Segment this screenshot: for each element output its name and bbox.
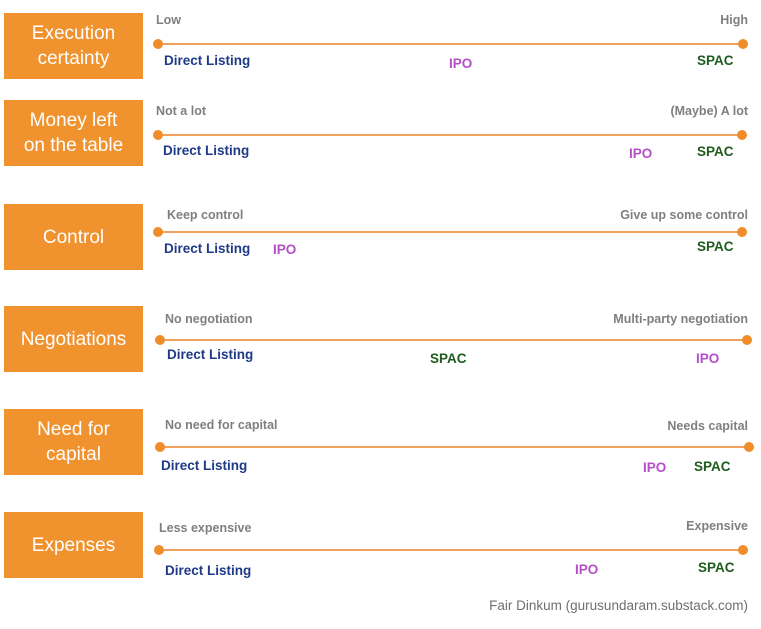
scale-end-dot bbox=[738, 39, 748, 49]
row-title-box: Expenses bbox=[4, 512, 143, 578]
ipo-marker: IPO bbox=[575, 562, 599, 577]
scale-start-dot bbox=[153, 39, 163, 49]
row-title-box: Money left on the table bbox=[4, 100, 143, 166]
spac-marker: SPAC bbox=[694, 459, 731, 474]
scale-high-label: Give up some control bbox=[620, 208, 748, 222]
direct-listing-marker: Direct Listing bbox=[164, 53, 251, 68]
scale-low-label: Keep control bbox=[167, 208, 244, 222]
scale-start-dot bbox=[153, 130, 163, 140]
scale-low-label: Less expensive bbox=[159, 521, 252, 535]
row-title-box: Execution certainty bbox=[4, 13, 143, 79]
direct-listing-marker: Direct Listing bbox=[163, 143, 250, 158]
ipo-marker: IPO bbox=[449, 56, 473, 71]
direct-listing-marker: Direct Listing bbox=[164, 241, 251, 256]
source-credit: Fair Dinkum (gurusundaram.substack.com) bbox=[489, 598, 748, 613]
scale-start-dot bbox=[153, 227, 163, 237]
row-title-box: Need for capital bbox=[4, 409, 143, 475]
scale-high-label: High bbox=[720, 13, 748, 27]
scale-end-dot bbox=[737, 130, 747, 140]
ipo-marker: IPO bbox=[273, 242, 297, 257]
row-title-box: Control bbox=[4, 204, 143, 270]
scale-end-dot bbox=[738, 545, 748, 555]
scale-end-dot bbox=[742, 335, 752, 345]
scale-line bbox=[160, 339, 747, 341]
direct-listing-marker: Direct Listing bbox=[167, 347, 254, 362]
direct-listing-marker: Direct Listing bbox=[165, 563, 252, 578]
spac-marker: SPAC bbox=[698, 560, 735, 575]
ipo-marker: IPO bbox=[629, 146, 653, 161]
scale-high-label: Needs capital bbox=[667, 419, 748, 433]
spac-marker: SPAC bbox=[430, 351, 467, 366]
scale-low-label: No negotiation bbox=[165, 312, 253, 326]
scale-low-label: No need for capital bbox=[165, 418, 278, 432]
scale-start-dot bbox=[154, 545, 164, 555]
ipo-marker: IPO bbox=[696, 351, 720, 366]
spac-marker: SPAC bbox=[697, 239, 734, 254]
scale-end-dot bbox=[737, 227, 747, 237]
spac-marker: SPAC bbox=[697, 53, 734, 68]
scale-low-label: Low bbox=[156, 13, 181, 27]
row-title-box: Negotiations bbox=[4, 306, 143, 372]
scale-end-dot bbox=[744, 442, 754, 452]
scale-line bbox=[158, 43, 743, 45]
scale-low-label: Not a lot bbox=[156, 104, 206, 118]
scale-high-label: Expensive bbox=[686, 519, 748, 533]
scale-high-label: (Maybe) A lot bbox=[670, 104, 748, 118]
ipo-marker: IPO bbox=[643, 460, 667, 475]
scale-line bbox=[159, 549, 743, 551]
scale-start-dot bbox=[155, 335, 165, 345]
scale-line bbox=[158, 231, 742, 233]
scale-line bbox=[158, 134, 742, 136]
scale-high-label: Multi-party negotiation bbox=[613, 312, 748, 326]
direct-listing-marker: Direct Listing bbox=[161, 458, 248, 473]
scale-line bbox=[160, 446, 749, 448]
scale-start-dot bbox=[155, 442, 165, 452]
spac-marker: SPAC bbox=[697, 144, 734, 159]
